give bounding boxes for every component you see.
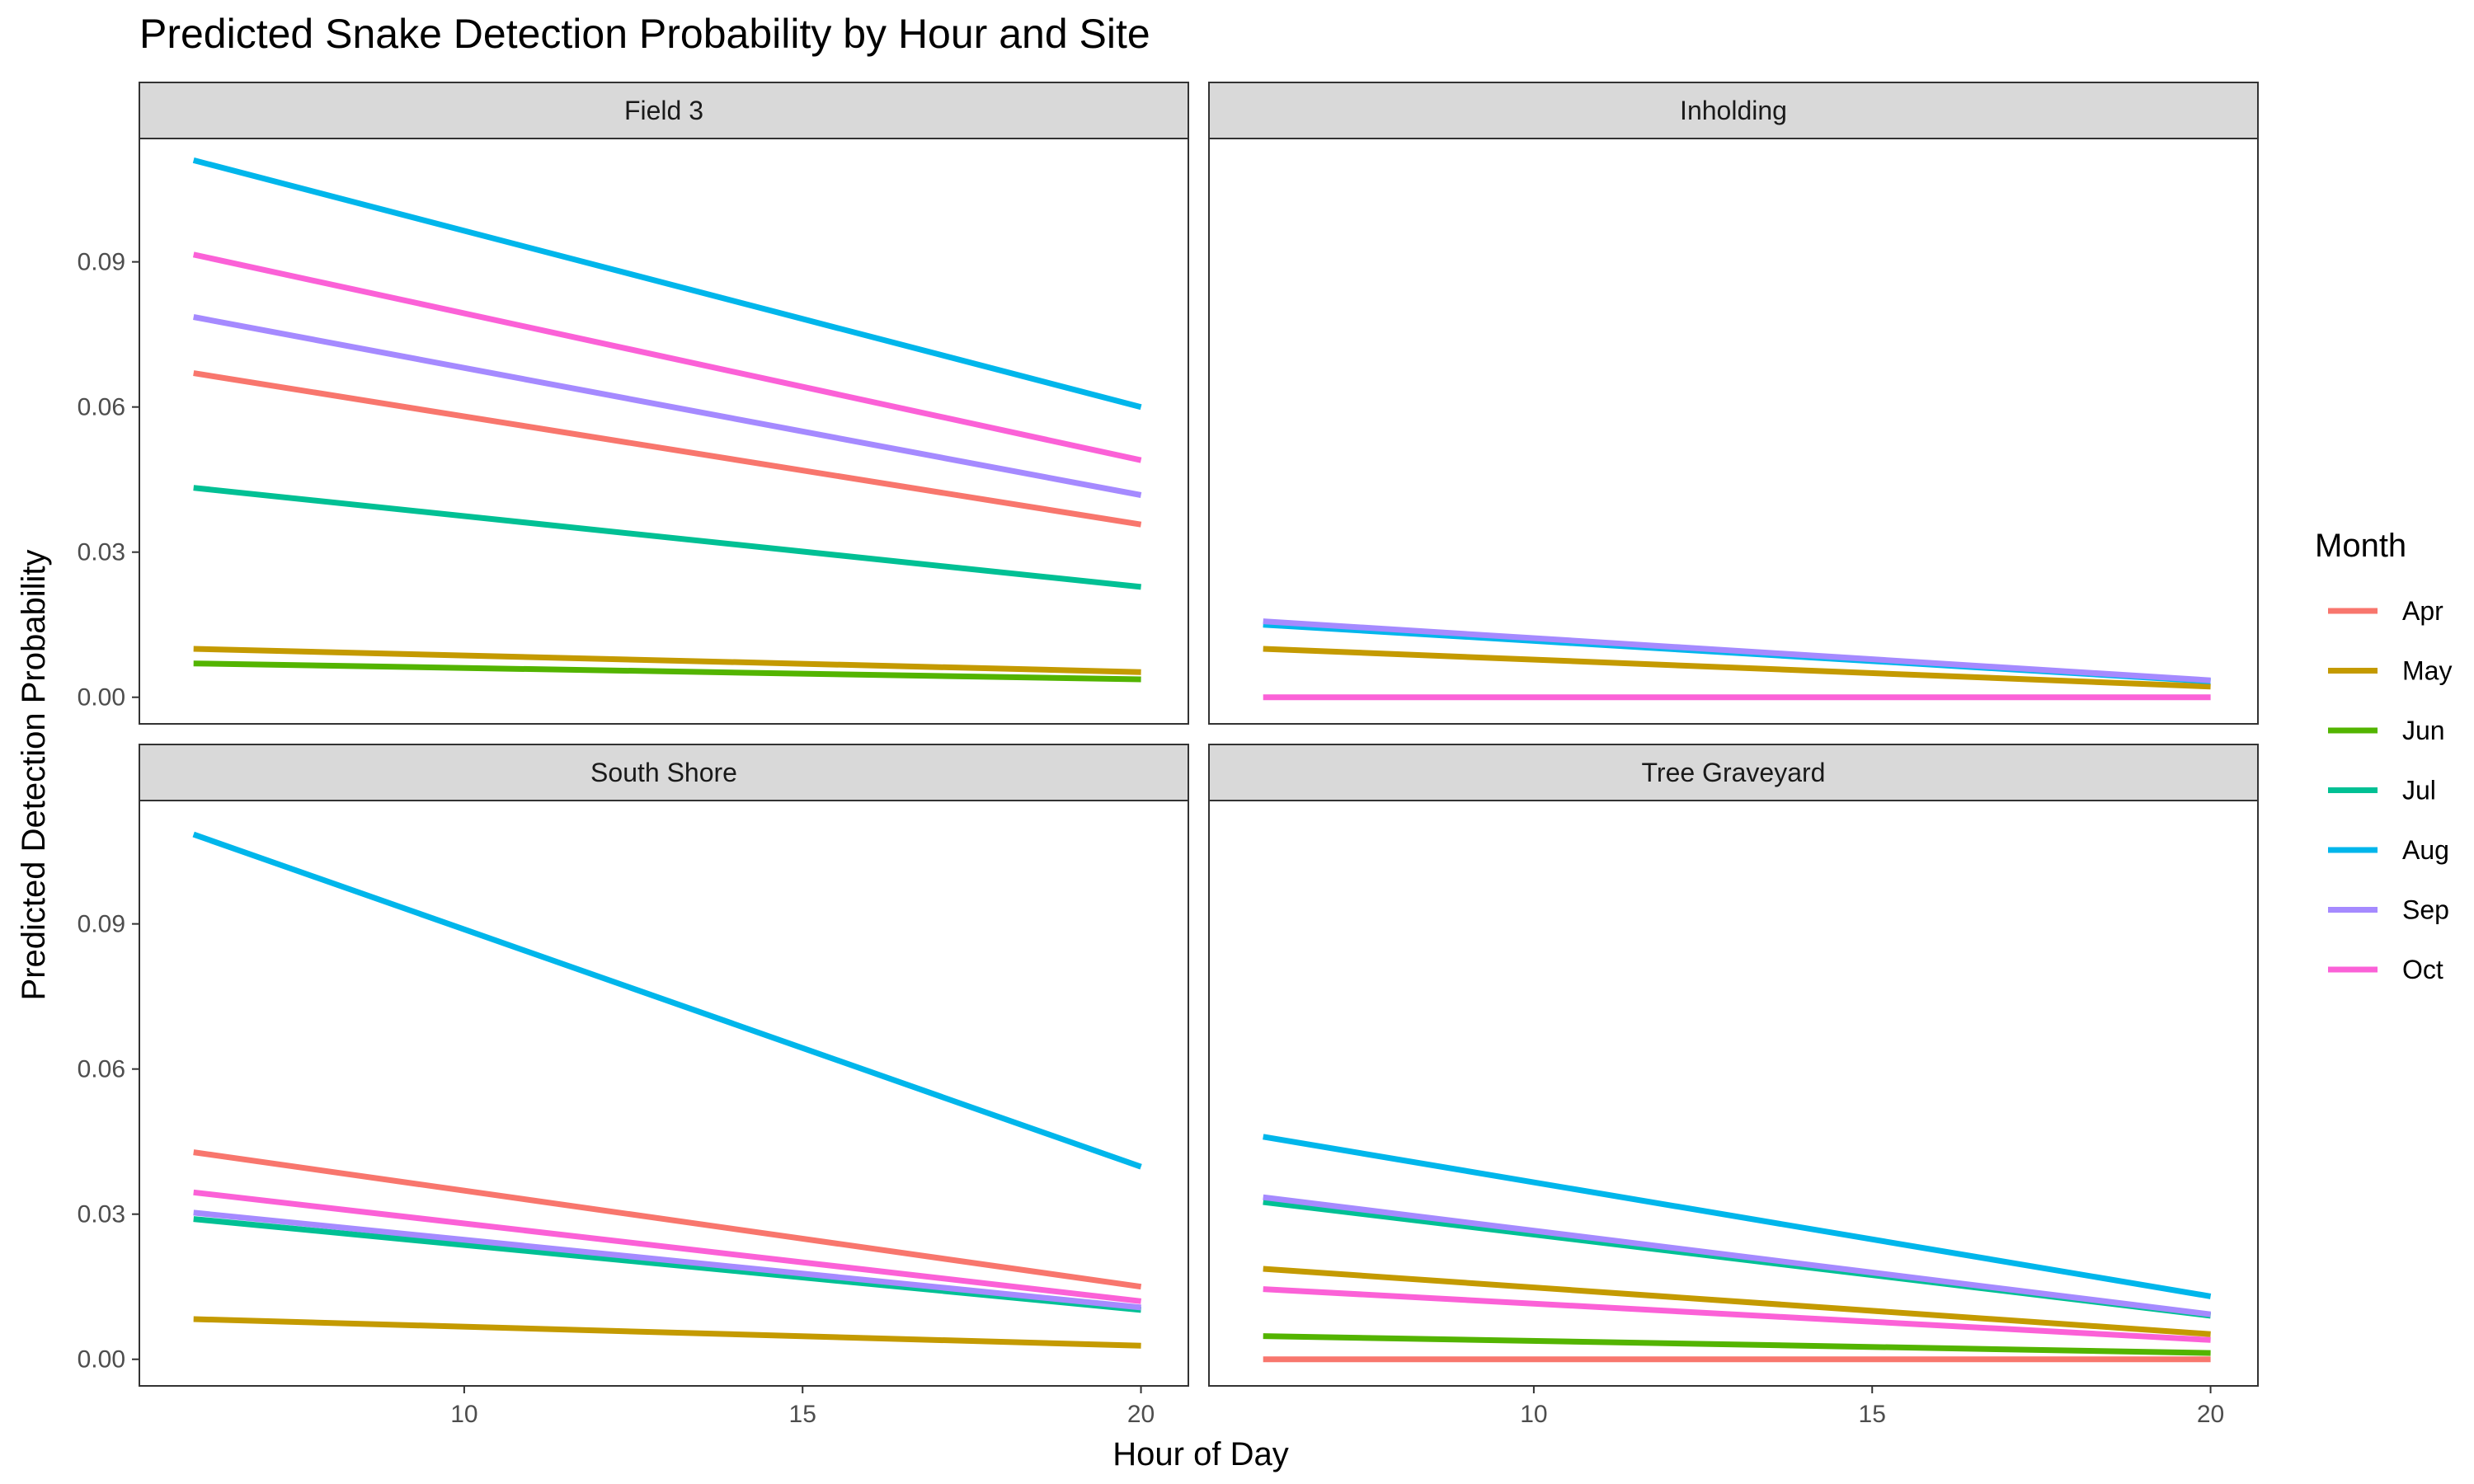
- series-line-tree-graveyard-may: [1263, 1266, 2211, 1337]
- strip-field-3: [139, 82, 1189, 139]
- plot-background-field-3: [139, 139, 1188, 724]
- legend-item-may: May: [2328, 656, 2452, 686]
- legend-item-sep: Sep: [2328, 895, 2449, 925]
- x-axis-title: Hour of Day: [1112, 1436, 1288, 1472]
- legend-label-aug: Aug: [2402, 835, 2449, 865]
- x-tick-label: 20: [2197, 1401, 2224, 1428]
- series-line-field-3-aug: [192, 157, 1142, 411]
- y-tick-label: 0.03: [78, 539, 125, 566]
- y-tick-label: 0.09: [78, 911, 125, 938]
- legend-item-oct: Oct: [2328, 955, 2443, 984]
- panels-layer: Field 3 0.00 0.03 0.06 0.09 Inholding South Sh…: [78, 82, 2259, 1428]
- legend-item-jun: Jun: [2328, 716, 2445, 745]
- y-tick-label: 0.00: [78, 1346, 125, 1374]
- series-line-inholding-may: [1263, 646, 2211, 690]
- legend-item-aug: Aug: [2328, 835, 2449, 865]
- panel-inholding: Inholding: [1208, 82, 2259, 725]
- x-tick-label: 15: [789, 1401, 816, 1428]
- series-line-south-shore-jul: [193, 1216, 1141, 1313]
- series-line-tree-graveyard-oct: [1263, 1286, 2211, 1343]
- series-line-south-shore-sep: [193, 1209, 1141, 1311]
- x-tick-label: 10: [1520, 1401, 1547, 1428]
- series-line-field-3-jul: [193, 485, 1141, 590]
- x-tick-label: 15: [1859, 1401, 1886, 1428]
- series-line-south-shore-apr: [193, 1149, 1142, 1290]
- series-line-tree-graveyard-sep: [1263, 1194, 2212, 1317]
- series-line-field-3-oct: [192, 251, 1142, 463]
- panel-border-inholding: [1208, 138, 2259, 725]
- strip-label-south-shore: South Shore: [590, 758, 737, 787]
- plot-background-tree-graveyard: [1209, 801, 2258, 1386]
- panel-field-3: Field 3 0.00 0.03 0.06 0.09: [78, 82, 1189, 725]
- strip-label-tree-graveyard: Tree Graveyard: [1642, 758, 1826, 787]
- legend-label-apr: Apr: [2402, 596, 2443, 626]
- series-line-field-3-jun: [193, 660, 1141, 683]
- legend-title: Month: [2315, 528, 2406, 564]
- legend: Month Apr May Jun Jul Aug Sep Oct: [2315, 528, 2452, 984]
- y-tick-label: 0.06: [78, 1056, 125, 1083]
- panel-south-shore: South Shore 0.00 0.03 0.06 0.09 10 15 20: [78, 744, 1189, 1428]
- y-tick-label: 0.06: [78, 394, 125, 421]
- panel-border-south-shore: [139, 800, 1189, 1387]
- panel-border-field-3: [139, 138, 1189, 725]
- legend-label-oct: Oct: [2402, 955, 2443, 984]
- legend-label-jul: Jul: [2402, 776, 2436, 805]
- strip-label-field-3: Field 3: [624, 96, 703, 125]
- series-line-south-shore-aug: [192, 831, 1142, 1170]
- y-axis-title: Predicted Detection Probability: [16, 550, 52, 1001]
- legend-item-apr: Apr: [2328, 596, 2443, 626]
- series-line-south-shore-oct: [193, 1189, 1141, 1304]
- x-tick-label: 10: [450, 1401, 477, 1428]
- series-line-inholding-sep: [1263, 618, 2211, 683]
- x-tick-label: 20: [1127, 1401, 1155, 1428]
- series-line-field-3-sep: [193, 314, 1142, 498]
- series-line-tree-graveyard-jun: [1263, 1333, 2211, 1356]
- plot-background-inholding: [1209, 139, 2258, 724]
- legend-label-may: May: [2402, 656, 2452, 686]
- y-tick-label: 0.03: [78, 1201, 125, 1228]
- chart-title: Predicted Snake Detection Probability by…: [139, 11, 1150, 57]
- strip-inholding: [1208, 82, 2259, 139]
- legend-label-jun: Jun: [2402, 716, 2445, 745]
- series-line-field-3-apr: [193, 370, 1142, 528]
- legend-item-jul: Jul: [2328, 776, 2436, 805]
- series-line-tree-graveyard-aug: [1263, 1134, 2212, 1299]
- strip-label-inholding: Inholding: [1680, 96, 1787, 125]
- panel-border-tree-graveyard: [1208, 800, 2259, 1387]
- series-line-south-shore-may: [193, 1316, 1141, 1349]
- legend-label-sep: Sep: [2402, 895, 2449, 925]
- strip-tree-graveyard: [1208, 744, 2259, 801]
- y-tick-label: 0.00: [78, 684, 125, 711]
- y-tick-label: 0.09: [78, 249, 125, 276]
- panel-tree-graveyard: Tree Graveyard 10 15 20: [1208, 744, 2259, 1428]
- series-line-field-3-may: [193, 646, 1141, 675]
